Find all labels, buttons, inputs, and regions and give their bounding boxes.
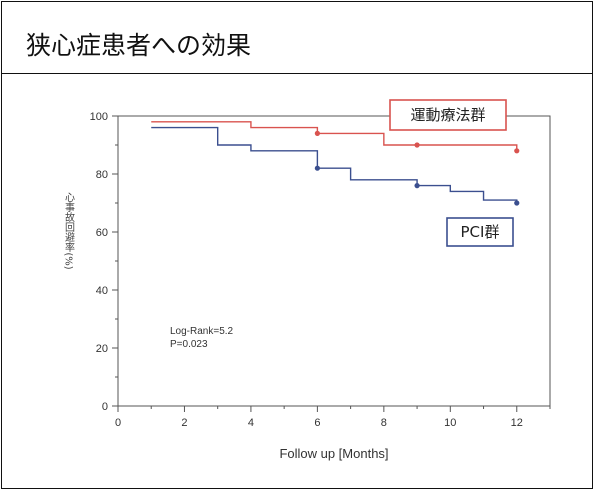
x-tick-label: 10 bbox=[444, 417, 456, 429]
y-axis-label: 心事故回避率(%) bbox=[63, 192, 75, 270]
series-marker-0 bbox=[314, 130, 320, 136]
series-marker-0 bbox=[414, 142, 420, 148]
y-tick-label: 0 bbox=[102, 401, 108, 413]
x-tick-label: 2 bbox=[181, 417, 187, 429]
title-row: 狭心症患者への効果 bbox=[2, 2, 592, 74]
y-tick-label: 80 bbox=[96, 169, 108, 181]
y-tick-label: 20 bbox=[96, 343, 108, 355]
y-tick-label: 100 bbox=[90, 111, 108, 123]
x-tick-label: 12 bbox=[511, 417, 523, 429]
x-tick-label: 8 bbox=[381, 417, 387, 429]
y-tick-label: 40 bbox=[96, 285, 108, 297]
chart-area: 0 20 40 60 80 100 0 2 4 6 8 10 12 Follow up [Months] 心… bbox=[2, 74, 592, 488]
series-line-0 bbox=[151, 121, 518, 151]
series-marker-1 bbox=[414, 183, 420, 189]
legend-box-0 bbox=[389, 99, 507, 131]
stat-annotation: P=0.023 bbox=[170, 339, 208, 350]
legend-label-1: PCI群 bbox=[461, 223, 500, 241]
series-line-1 bbox=[151, 126, 518, 203]
series-marker-1 bbox=[514, 200, 520, 206]
legend-box-1 bbox=[446, 217, 514, 247]
y-tick-label: 60 bbox=[96, 227, 108, 239]
series-marker-0 bbox=[514, 148, 520, 154]
plot-border bbox=[117, 115, 551, 407]
legend-label-0: 運動療法群 bbox=[410, 106, 485, 124]
series-marker-1 bbox=[314, 165, 320, 171]
x-tick-label: 4 bbox=[248, 417, 254, 429]
stat-annotation: Log-Rank=5.2 bbox=[170, 326, 234, 337]
survival-chart: 0 20 40 60 80 100 0 2 4 6 8 10 12 Follow up [Months] 心… bbox=[63, 99, 551, 461]
x-tick-label: 6 bbox=[314, 417, 320, 429]
x-axis-label: Follow up [Months] bbox=[279, 446, 388, 461]
slide-title: 狭心症患者への効果 bbox=[26, 31, 252, 60]
x-tick-label: 0 bbox=[115, 417, 121, 429]
